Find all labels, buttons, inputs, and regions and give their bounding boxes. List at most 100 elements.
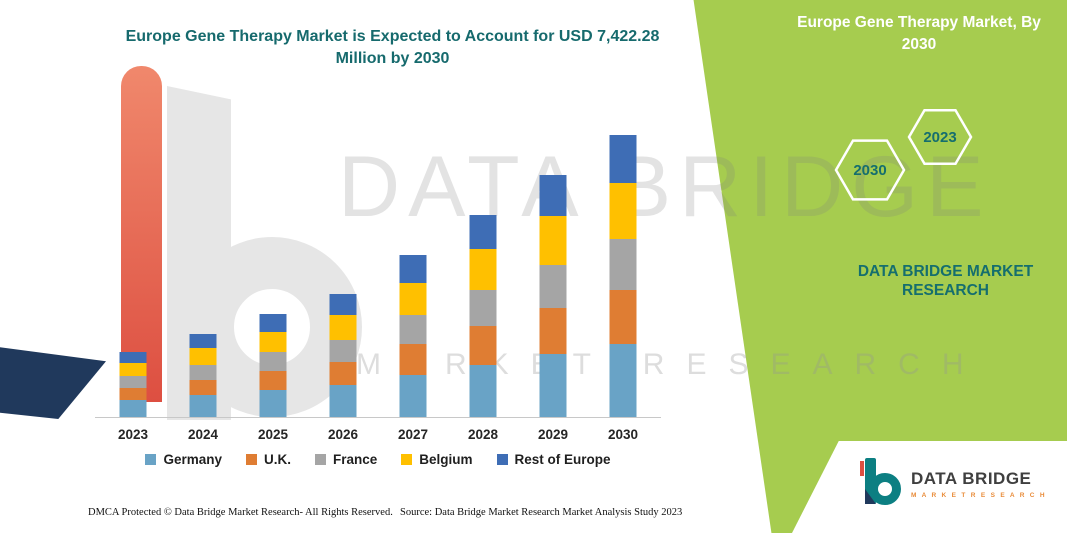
bar-stack-2029 bbox=[539, 175, 567, 417]
bar-segment-france-2027 bbox=[399, 314, 427, 345]
x-axis-line bbox=[95, 417, 661, 418]
bar-segment-u-k-2024 bbox=[189, 379, 217, 396]
legend-swatch-icon bbox=[245, 454, 257, 465]
bar-segment-belgium-2023 bbox=[119, 363, 147, 377]
x-tick-label-2028: 2028 bbox=[467, 427, 499, 442]
x-tick-label-2023: 2023 bbox=[117, 427, 149, 442]
bar-segment-france-2026 bbox=[329, 339, 357, 362]
bar-segment-rest-of-europe-2026 bbox=[329, 294, 357, 315]
hexagon-2023-label: 2023 bbox=[923, 129, 956, 146]
bar-stack-2028 bbox=[469, 215, 497, 417]
legend-label: U.K. bbox=[263, 452, 291, 467]
bar-segment-germany-2023 bbox=[119, 400, 147, 417]
bar-segment-u-k-2023 bbox=[119, 387, 147, 401]
footer-dmca-text: DMCA Protected © Data Bridge Market Rese… bbox=[88, 507, 393, 518]
plot-area: 2023 2024 2025 2026 2027 2028 2029 2030 bbox=[98, 120, 658, 442]
bar-segment-rest-of-europe-2028 bbox=[469, 215, 497, 250]
bar-column-2027: 2027 bbox=[378, 120, 448, 442]
legend-item-u-k: U.K. bbox=[245, 452, 291, 467]
bar-segment-germany-2028 bbox=[469, 364, 497, 417]
legend-item-france: France bbox=[314, 452, 378, 467]
hexagon-2030-icon: 2030 bbox=[834, 139, 906, 201]
bar-segment-u-k-2026 bbox=[329, 361, 357, 385]
legend-label: Belgium bbox=[419, 452, 473, 467]
bar-stack-2024 bbox=[189, 334, 217, 417]
legend-swatch-icon bbox=[496, 454, 508, 465]
bar-segment-rest-of-europe-2023 bbox=[119, 352, 147, 364]
x-tick-label-2027: 2027 bbox=[397, 427, 429, 442]
watermark-navy-wedge-icon bbox=[0, 347, 106, 419]
footer-source-text: Source: Data Bridge Market Research Mark… bbox=[400, 507, 683, 518]
bar-segment-germany-2026 bbox=[329, 385, 357, 417]
data-bridge-logo: DATA BRIDGE M A R K E T R E S E A R C H bbox=[858, 456, 1046, 511]
bar-segment-rest-of-europe-2025 bbox=[259, 314, 287, 332]
bar-segment-rest-of-europe-2030 bbox=[609, 135, 637, 183]
legend-label: Germany bbox=[163, 452, 222, 467]
bar-segment-germany-2027 bbox=[399, 374, 427, 417]
bar-stack-2023 bbox=[119, 352, 147, 417]
bar-column-2029: 2029 bbox=[518, 120, 588, 442]
bar-column-2026: 2026 bbox=[308, 120, 378, 442]
bar-segment-germany-2030 bbox=[609, 343, 637, 417]
bar-segment-france-2024 bbox=[189, 364, 217, 380]
bar-segment-france-2030 bbox=[609, 239, 637, 291]
bar-segment-belgium-2027 bbox=[399, 282, 427, 315]
watermark-red-stripe-icon bbox=[121, 66, 162, 402]
bar-segment-u-k-2029 bbox=[539, 308, 567, 355]
x-tick-label-2026: 2026 bbox=[327, 427, 359, 442]
bar-segment-belgium-2030 bbox=[609, 182, 637, 240]
data-bridge-b-icon bbox=[858, 456, 902, 511]
bar-segment-u-k-2030 bbox=[609, 290, 637, 344]
bar-segment-belgium-2024 bbox=[189, 348, 217, 365]
x-tick-label-2030: 2030 bbox=[607, 427, 639, 442]
bar-column-2025: 2025 bbox=[238, 120, 308, 442]
bar-column-2030: 2030 bbox=[588, 120, 658, 442]
year-hexagons: 2030 2023 bbox=[818, 102, 988, 207]
bar-segment-u-k-2028 bbox=[469, 326, 497, 365]
bar-segment-belgium-2025 bbox=[259, 331, 287, 353]
bar-segment-belgium-2026 bbox=[329, 314, 357, 340]
legend-item-germany: Germany bbox=[145, 452, 222, 467]
bar-segment-rest-of-europe-2029 bbox=[539, 175, 567, 217]
legend-item-rest-of-europe: Rest of Europe bbox=[496, 452, 611, 467]
bar-segment-belgium-2028 bbox=[469, 249, 497, 290]
hexagon-2023-icon: 2023 bbox=[907, 108, 973, 166]
bar-segment-belgium-2029 bbox=[539, 216, 567, 265]
legend-label: France bbox=[332, 452, 378, 467]
bar-stack-2027 bbox=[399, 255, 427, 417]
brand-caption: DATA BRIDGE MARKET RESEARCH bbox=[857, 263, 1034, 300]
bar-segment-rest-of-europe-2024 bbox=[189, 334, 217, 349]
x-tick-label-2029: 2029 bbox=[537, 427, 569, 442]
bar-segment-germany-2029 bbox=[539, 354, 567, 417]
logo-name: DATA BRIDGE bbox=[911, 468, 1032, 488]
bar-column-2023: 2023 bbox=[98, 120, 168, 442]
bar-stack-2025 bbox=[259, 314, 287, 417]
bar-segment-u-k-2025 bbox=[259, 370, 287, 391]
logo-text: DATA BRIDGE M A R K E T R E S E A R C H bbox=[911, 469, 1046, 499]
side-panel-title: Europe Gene Therapy Market, By 2030 bbox=[797, 14, 1041, 54]
bar-segment-u-k-2027 bbox=[399, 344, 427, 375]
logo-subtitle: M A R K E T R E S E A R C H bbox=[911, 491, 1047, 499]
bar-segment-france-2028 bbox=[469, 289, 497, 327]
legend-swatch-icon bbox=[401, 454, 413, 465]
bar-segment-germany-2025 bbox=[259, 390, 287, 417]
logo-white-corner bbox=[792, 441, 1067, 533]
bar-column-2024: 2024 bbox=[168, 120, 238, 442]
x-tick-label-2024: 2024 bbox=[187, 427, 219, 442]
legend-item-belgium: Belgium bbox=[401, 452, 473, 467]
x-tick-label-2025: 2025 bbox=[257, 427, 289, 442]
watermark-data-bridge: DATA BRIDGE bbox=[338, 139, 992, 235]
bar-column-2028: 2028 bbox=[448, 120, 518, 442]
bar-segment-rest-of-europe-2027 bbox=[399, 255, 427, 283]
bar-stack-2030 bbox=[609, 135, 637, 417]
bar-stack-2026 bbox=[329, 294, 357, 417]
bar-segment-france-2023 bbox=[119, 376, 147, 388]
bar-segment-germany-2024 bbox=[189, 395, 217, 417]
hexagon-2030-label: 2030 bbox=[853, 162, 886, 179]
watermark-market-research: MARKET RESEARCH bbox=[356, 348, 986, 381]
bar-segment-france-2025 bbox=[259, 352, 287, 371]
legend-swatch-icon bbox=[314, 454, 326, 465]
legend-swatch-icon bbox=[145, 454, 157, 465]
chart-title: Europe Gene Therapy Market is Expected t… bbox=[125, 28, 660, 68]
